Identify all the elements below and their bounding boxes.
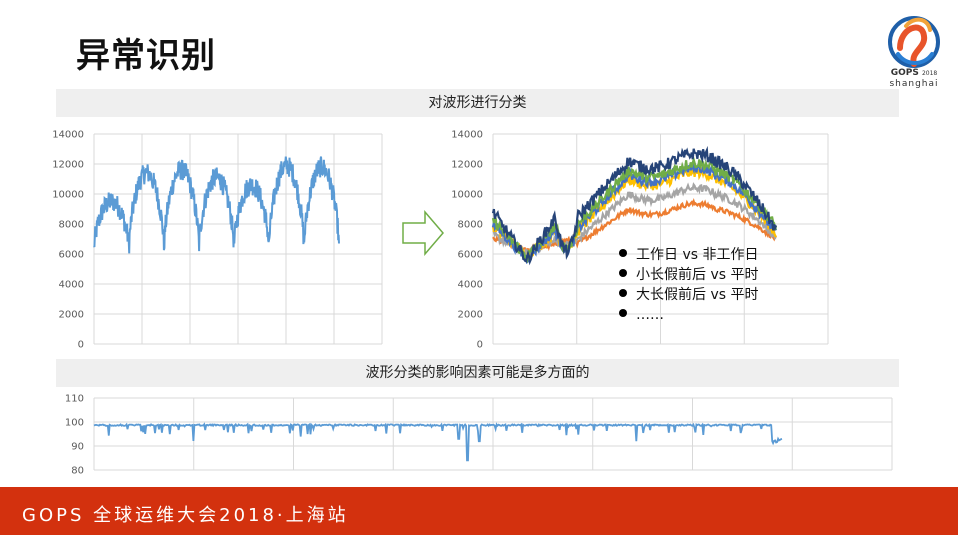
y-tick-label: 2000 <box>59 310 84 321</box>
y-tick-label: 90 <box>71 442 84 453</box>
y-tick-label: 12000 <box>451 160 483 171</box>
bullet-icon <box>619 249 627 257</box>
section-band-factors: 波形分类的影响因素可能是多方面的 <box>56 359 899 387</box>
y-tick-label: 80 <box>71 466 84 477</box>
section-band-classify: 对波形进行分类 <box>56 89 899 117</box>
logo-city: shanghai <box>889 79 939 89</box>
y-tick-label: 110 <box>65 394 84 405</box>
series-line <box>93 422 783 462</box>
y-tick-label: 8000 <box>59 220 84 231</box>
page-title: 异常识别 <box>76 36 216 76</box>
bullet-icon <box>619 269 627 277</box>
y-tick-label: 12000 <box>52 160 84 171</box>
y-tick-label: 0 <box>477 340 483 351</box>
raw-waveform-chart: 0 2000 4000 6000 8000 10000 12000 14000 <box>52 130 383 351</box>
arrow-right-icon <box>402 210 444 256</box>
classification-notes: 工作日 vs 非工作日 小长假前后 vs 平时 大长假前后 vs 平时 …… <box>619 245 758 325</box>
series-line <box>492 182 777 257</box>
legend-item: 小长假前后 vs 平时 <box>619 265 758 285</box>
footer-text: GOPS 全球运维大会2018·上海站 <box>22 505 349 526</box>
logo-year: 2018 <box>921 70 938 77</box>
y-tick-label: 6000 <box>59 250 84 261</box>
anomaly-ratio-chart: 80 90 100 110 <box>65 394 893 477</box>
y-tick-label: 8000 <box>458 220 483 231</box>
y-tick-label: 14000 <box>52 130 84 141</box>
legend-item: …… <box>619 305 758 325</box>
y-tick-label: 6000 <box>458 250 483 261</box>
series-line <box>93 156 340 254</box>
y-tick-label: 10000 <box>451 190 483 201</box>
bullet-icon <box>619 309 627 317</box>
series-line <box>491 162 778 265</box>
y-tick-label: 4000 <box>59 280 84 291</box>
legend-item: 工作日 vs 非工作日 <box>619 245 758 265</box>
gops-logo-icon <box>888 16 940 68</box>
legend-item: 大长假前后 vs 平时 <box>619 285 758 305</box>
classified-waveform-chart: 0 2000 4000 6000 8000 10000 12000 14000 <box>451 130 829 351</box>
logo-brand: GOPS <box>890 68 919 78</box>
y-tick-label: 2000 <box>458 310 483 321</box>
bullet-icon <box>619 289 627 297</box>
y-tick-label: 0 <box>78 340 84 351</box>
y-tick-label: 4000 <box>458 280 483 291</box>
y-tick-label: 10000 <box>52 190 84 201</box>
footer-bar: GOPS 全球运维大会2018·上海站 <box>0 487 958 535</box>
y-tick-label: 100 <box>65 418 84 429</box>
series-line <box>491 145 778 266</box>
y-tick-label: 14000 <box>451 130 483 141</box>
